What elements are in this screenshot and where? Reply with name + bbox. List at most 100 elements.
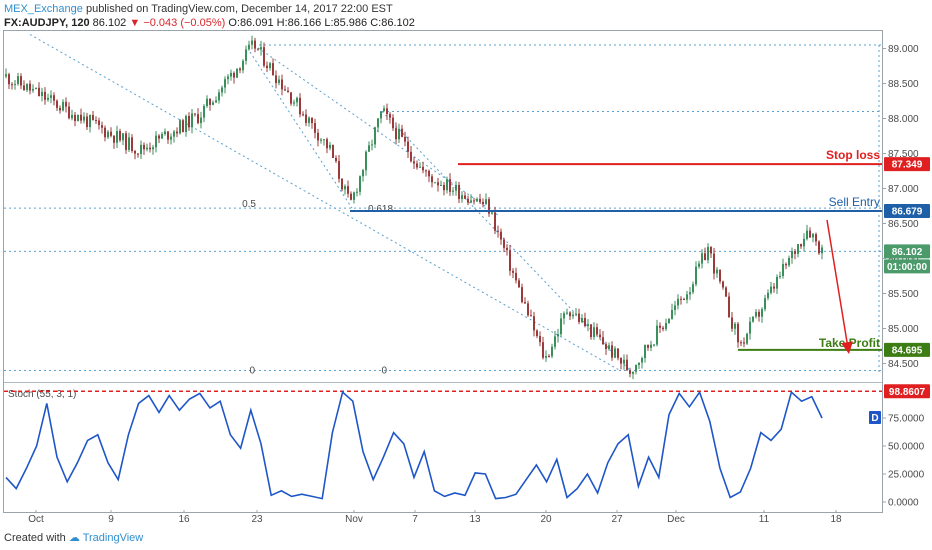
- trade-direction-arrow: [826, 219, 853, 355]
- candle-body: [401, 128, 403, 137]
- candle-body: [107, 131, 109, 138]
- candle-body: [236, 68, 238, 78]
- candle-body: [578, 313, 580, 322]
- candle-body: [572, 314, 574, 317]
- time-axis-tick-label: Dec: [667, 514, 685, 525]
- candle-body: [770, 286, 772, 293]
- candle-body: [392, 117, 394, 129]
- candle-body: [71, 114, 73, 119]
- fib-label-zero-left: 0: [249, 366, 255, 377]
- time-axis-tick-label: Oct: [28, 514, 44, 525]
- candle-body: [734, 323, 736, 329]
- candle-body: [209, 98, 211, 105]
- take-profit-label: Take Profit: [819, 336, 880, 350]
- tradingview-brand[interactable]: TradingView: [82, 532, 144, 544]
- candle-body: [461, 195, 463, 199]
- candle-body: [53, 95, 55, 101]
- candle-body: [749, 321, 751, 334]
- candle-body: [524, 302, 526, 304]
- candle-body: [656, 325, 658, 345]
- candle-body: [83, 116, 85, 121]
- candle-body: [566, 312, 568, 314]
- candle-body: [587, 324, 589, 327]
- candle-body: [29, 83, 31, 91]
- tradingview-logo-icon: ☁: [68, 532, 80, 544]
- candle-body: [647, 344, 649, 348]
- candle-body: [527, 303, 529, 316]
- candle-body: [344, 186, 346, 190]
- candle-body: [710, 246, 712, 254]
- candle-body: [278, 79, 280, 84]
- candle-body: [380, 111, 382, 119]
- candle-body: [683, 298, 685, 300]
- candle-body: [605, 344, 607, 350]
- stoch-title: Stoch (55, 3, 1): [8, 389, 76, 400]
- candle-body: [518, 280, 520, 288]
- candle-body: [17, 76, 19, 84]
- stoch-axis-tick-label: 50.0000: [888, 442, 925, 453]
- candle-body: [509, 250, 511, 271]
- candle-body: [176, 131, 178, 134]
- candle-body: [635, 364, 637, 372]
- candle-body: [491, 212, 493, 214]
- candle-body: [758, 311, 760, 317]
- publisher-link[interactable]: MEX_Exchange: [4, 3, 83, 15]
- candle-body: [134, 151, 136, 154]
- candle-body: [641, 358, 643, 363]
- candle-body: [8, 74, 10, 85]
- candle-body: [164, 131, 166, 135]
- candle-body: [194, 113, 196, 115]
- candle-body: [752, 316, 754, 322]
- candle-body: [413, 161, 415, 164]
- candle-body: [65, 101, 67, 107]
- stoch-badge[interactable]: D: [871, 413, 878, 424]
- candle-body: [356, 191, 358, 193]
- last-price-tag: 86.102: [892, 247, 923, 258]
- candle-body: [617, 348, 619, 358]
- candle-body: [806, 230, 808, 239]
- candle-body: [359, 176, 361, 192]
- candle-body: [368, 145, 370, 152]
- fib-label-618: 0.618: [368, 204, 393, 215]
- candle-body: [602, 337, 604, 345]
- candle-body: [761, 309, 763, 317]
- candle-body: [320, 139, 322, 141]
- candle-body: [398, 128, 400, 140]
- candle-body: [677, 298, 679, 306]
- candle-body: [623, 359, 625, 364]
- candle-body: [497, 230, 499, 232]
- candle-body: [389, 114, 391, 118]
- candle-body: [227, 76, 229, 80]
- candle-body: [155, 135, 157, 148]
- time-axis-tick-label: 27: [611, 514, 623, 525]
- stop-loss-price-tag-bg: [884, 157, 930, 172]
- candle-body: [608, 345, 610, 350]
- candle-body: [404, 136, 406, 142]
- candle-body: [173, 131, 175, 137]
- candle-body: [284, 89, 286, 91]
- candle-body: [692, 284, 694, 293]
- candle-body: [743, 342, 745, 344]
- candle-body: [167, 131, 169, 140]
- candle-body: [515, 272, 517, 281]
- candle-body: [458, 184, 460, 199]
- price-axis-tick-label: 86.500: [888, 219, 919, 230]
- time-axis-tick-label: 23: [251, 514, 263, 525]
- candle-body: [680, 298, 682, 300]
- candle-body: [719, 269, 721, 282]
- price-axis-tick-label: 88.500: [888, 79, 919, 90]
- candle-body: [50, 95, 52, 98]
- trend-line-outer: [29, 34, 621, 371]
- candle-body: [203, 106, 205, 118]
- candle-body: [713, 253, 715, 274]
- countdown-tag: 01:00:00: [887, 262, 927, 273]
- price-axis-tick-label: 87.000: [888, 184, 919, 195]
- candle-body: [26, 83, 28, 91]
- candle-body: [785, 263, 787, 266]
- candle-body: [326, 139, 328, 149]
- candle-body: [425, 170, 427, 172]
- candle-body: [131, 137, 133, 152]
- candle-body: [632, 371, 634, 374]
- candle-body: [725, 287, 727, 297]
